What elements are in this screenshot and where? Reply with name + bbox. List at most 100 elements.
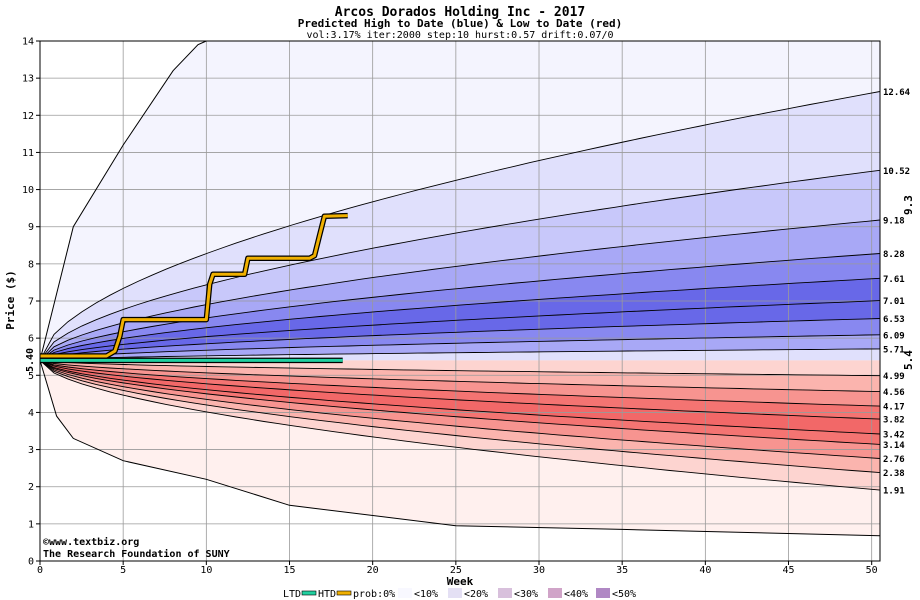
quantile-line-16 (39, 360, 881, 474)
x-tick-label-30: 30 (533, 565, 545, 576)
y-tick-label-9: 9 (28, 222, 34, 233)
y-axis-label: Price ($) (4, 270, 17, 330)
x-tick-label-40: 40 (699, 565, 711, 576)
legend-50-label: <50% (612, 589, 636, 600)
chart-title: Arcos Dorados Holding Inc - 2017 (335, 5, 585, 20)
low-band-0 (40, 360, 880, 376)
y-tick-label-11: 11 (22, 148, 34, 159)
y-tick-label-8: 8 (28, 259, 34, 270)
htd-path (40, 214, 348, 358)
chart-subtitle: Predicted High to Date (blue) & Low to D… (298, 17, 623, 30)
quantile-label-13: 3.42 (883, 430, 905, 440)
high-band-8 (40, 348, 880, 361)
outer-high-curve (39, 40, 207, 361)
y-tick-label-0: 0 (28, 557, 34, 568)
quantile-label-6: 6.53 (883, 315, 905, 325)
low-band-5 (40, 360, 880, 445)
quantile-label-1: 10.52 (883, 167, 910, 177)
legend-30-label: <30% (514, 589, 538, 600)
high-band-1 (40, 170, 880, 361)
y-tick-label-3: 3 (28, 445, 34, 456)
low-band-6 (40, 360, 880, 459)
legend-swatch-20 (498, 588, 512, 598)
legend-swatch-10 (448, 588, 462, 598)
x-tick-label-20: 20 (367, 565, 379, 576)
quantile-label-17: 1.91 (883, 487, 905, 497)
low-band-4 (40, 360, 880, 434)
legend-swatch-0 (398, 588, 412, 598)
y-tick-label-10: 10 (22, 185, 34, 196)
legend-prob-label: prob:0% (353, 589, 395, 600)
legend-swatch-40 (596, 588, 610, 598)
x-tick-label-35: 35 (616, 565, 628, 576)
x-tick-label-10: 10 (200, 565, 212, 576)
x-tick-label-5: 5 (120, 565, 126, 576)
quantile-labels: 12.64 10.52 9.18 8.28 7.61 7.01 6.53 6.09 5.71 4.… (883, 88, 911, 497)
y-tick-label-14: 14 (22, 37, 34, 48)
quantile-label-14: 3.14 (883, 441, 905, 451)
low-band-1 (40, 360, 880, 392)
probability-bands (40, 41, 880, 536)
right-high-label: 9.3 (902, 195, 915, 215)
y-tick-label-7: 7 (28, 297, 34, 308)
quantile-label-5: 7.01 (883, 297, 905, 307)
high-band-4 (40, 278, 880, 361)
high-band-0 (40, 91, 880, 361)
quantile-line-7 (39, 334, 881, 361)
quantile-label-3: 8.28 (883, 250, 905, 260)
high-band-2 (40, 220, 880, 361)
quantile-line-1 (39, 169, 881, 361)
x-tick-label-25: 25 (450, 565, 462, 576)
y-tick-label-13: 13 (22, 74, 34, 85)
credit-line-1: ©www.textbiz.org (43, 536, 139, 548)
quantile-label-15: 2.76 (883, 455, 905, 465)
quantile-line-17 (39, 360, 881, 491)
legend-htd-label: HTD (318, 589, 336, 600)
legend-10-label: <10% (414, 589, 438, 600)
legend: LTD HTD prob:0% <10% <20% <30% <40% <50% (283, 588, 636, 600)
quantile-line-10 (39, 359, 881, 393)
high-band-5 (40, 300, 880, 361)
high-band-outer (40, 41, 880, 361)
y-tick-label-5: 5 (28, 371, 34, 382)
legend-swatch-30 (548, 588, 562, 598)
quantile-label-4: 7.61 (883, 275, 905, 285)
quantile-line-14 (39, 360, 881, 445)
quantile-line-11 (39, 359, 881, 407)
quantile-label-9: 4.99 (883, 372, 905, 382)
low-band-7 (40, 360, 880, 473)
credit-line-2: The Research Foundation of SUNY (43, 548, 230, 560)
extreme-curves (39, 40, 881, 537)
y-tick-label-12: 12 (22, 111, 34, 122)
right-low-label: 5.4 (902, 350, 915, 370)
legend-ltd-swatch (301, 590, 317, 596)
low-band-3 (40, 360, 880, 420)
x-tick-label-50: 50 (866, 565, 878, 576)
high-band-7 (40, 334, 880, 361)
quantile-line-15 (39, 360, 881, 459)
legend-40-label: <40% (564, 589, 588, 600)
legend-ltd-label: LTD (283, 589, 301, 600)
y-tick-label-4: 4 (28, 408, 34, 419)
x-axis-label: Week (447, 575, 474, 588)
high-band-3 (40, 253, 880, 361)
low-band-2 (40, 360, 880, 407)
quantile-line-4 (39, 277, 881, 361)
quantile-label-0: 12.64 (883, 88, 911, 98)
quantile-line-8 (39, 348, 881, 361)
x-tick-label-45: 45 (782, 565, 794, 576)
legend-20-label: <20% (464, 589, 488, 600)
quantile-label-11: 4.17 (883, 403, 905, 413)
y-tick-label-2: 2 (28, 482, 34, 493)
legend-htd-swatch (336, 590, 352, 596)
quantile-line-0 (39, 91, 881, 361)
quantile-line-5 (39, 300, 881, 361)
chart-params: vol:3.17% iter:2000 step:10 hurst:0.57 d… (306, 30, 613, 41)
low-band-8 (40, 360, 880, 491)
quantile-line-12 (39, 359, 881, 420)
outer-low-curve (39, 360, 881, 537)
quantile-line-6 (39, 318, 881, 361)
high-band-6 (40, 318, 880, 361)
